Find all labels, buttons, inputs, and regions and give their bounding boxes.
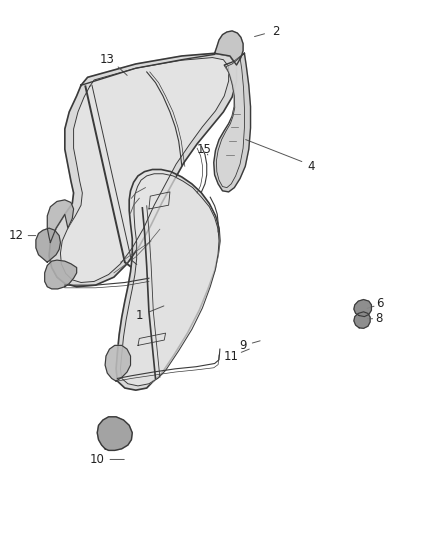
Text: 10: 10 (90, 453, 105, 466)
Polygon shape (354, 312, 370, 328)
Polygon shape (120, 174, 219, 386)
Text: 12: 12 (9, 229, 24, 242)
Text: 1: 1 (135, 309, 143, 322)
Text: 4: 4 (307, 160, 315, 173)
Polygon shape (116, 169, 220, 390)
Polygon shape (354, 300, 371, 317)
Polygon shape (45, 260, 77, 289)
Polygon shape (215, 31, 243, 65)
Text: 6: 6 (376, 297, 384, 310)
Text: 2: 2 (272, 26, 280, 38)
Polygon shape (105, 345, 131, 381)
Polygon shape (97, 417, 132, 450)
Polygon shape (36, 228, 60, 262)
Text: 11: 11 (224, 350, 239, 362)
Text: 15: 15 (196, 143, 211, 156)
Polygon shape (216, 58, 244, 188)
Polygon shape (60, 58, 229, 282)
Text: 8: 8 (375, 312, 382, 325)
Text: 9: 9 (239, 339, 247, 352)
Polygon shape (49, 53, 237, 287)
Text: 13: 13 (100, 53, 115, 66)
Polygon shape (47, 200, 74, 243)
Polygon shape (214, 53, 251, 192)
